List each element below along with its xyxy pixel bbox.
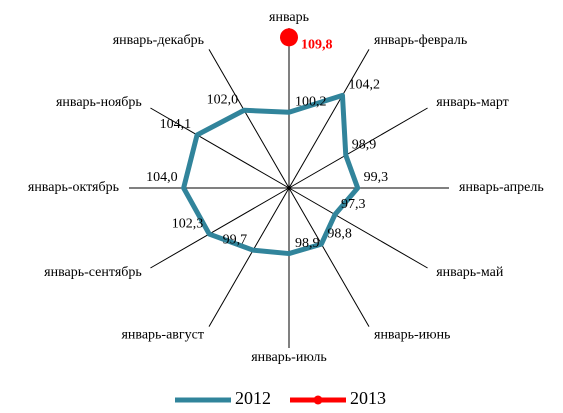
axis-line xyxy=(150,187,290,269)
category-label: январь-октябрь xyxy=(28,180,119,195)
data-label: 109,8 xyxy=(301,38,333,53)
category-label: январь-июль xyxy=(251,350,327,365)
category-label: январь-август xyxy=(121,327,204,342)
legend-label: 2012 xyxy=(235,388,271,408)
data-label: 99,3 xyxy=(364,170,389,185)
axis-line xyxy=(208,187,290,327)
legend-marker xyxy=(201,398,205,402)
axis-line xyxy=(288,187,428,269)
category-label: январь-сентябрь xyxy=(44,265,142,280)
data-label: 99,7 xyxy=(223,232,248,247)
legend-label: 2013 xyxy=(350,388,386,408)
data-label: 104,1 xyxy=(160,117,192,132)
data-label: 98,8 xyxy=(327,226,352,241)
data-label: 100,2 xyxy=(295,95,327,110)
category-label: январь-ноябрь xyxy=(56,95,142,110)
axis-line xyxy=(150,107,290,189)
data-label: 97,3 xyxy=(341,197,366,212)
legend-marker xyxy=(313,395,323,405)
series-line xyxy=(181,92,361,257)
data-label: 102,0 xyxy=(207,92,239,107)
category-label: январь-февраль xyxy=(374,33,467,48)
category-label: январь-март xyxy=(436,95,509,110)
category-label: январь-декабрь xyxy=(113,33,204,48)
axis-line xyxy=(208,49,290,189)
data-label: 102,3 xyxy=(172,216,204,231)
category-label: январь-май xyxy=(436,265,504,280)
point-marker xyxy=(280,28,298,47)
category-label: январь-апрель xyxy=(459,180,544,195)
axis-line xyxy=(288,187,370,327)
category-label: январь xyxy=(269,10,309,25)
category-label: январь-июнь xyxy=(374,327,450,342)
data-label: 104,2 xyxy=(348,78,380,93)
data-label: 104,0 xyxy=(146,170,178,185)
axis-line xyxy=(288,107,428,189)
data-label: 98,9 xyxy=(295,236,320,251)
data-label: 98,9 xyxy=(352,137,377,152)
axis-line xyxy=(288,49,370,189)
